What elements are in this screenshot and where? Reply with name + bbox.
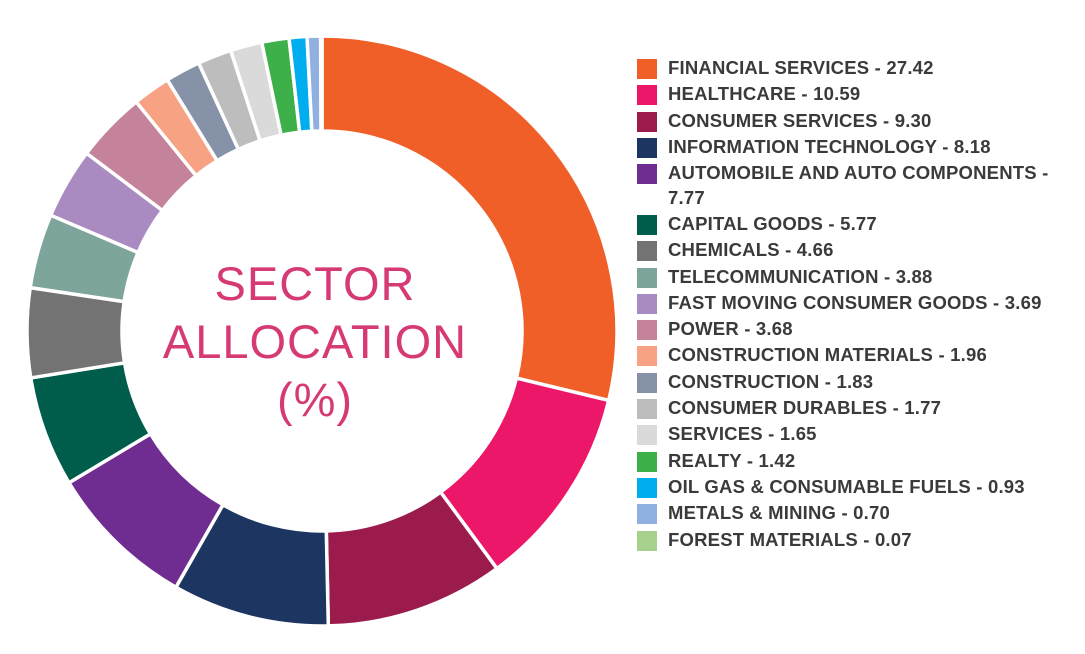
legend-label: CAPITAL GOODS - 5.77 (668, 212, 877, 234)
legend-swatch (637, 530, 657, 551)
legend-swatch (637, 477, 657, 498)
legend-item: CONSTRUCTION MATERIALS - 1.96 (637, 343, 1077, 368)
legend-item: POWER - 3.68 (637, 317, 1077, 342)
legend-item: CONSTRUCTION - 1.83 (637, 370, 1077, 395)
legend-item: SERVICES - 1.65 (637, 422, 1077, 447)
legend-swatch (637, 214, 657, 235)
legend-label: TELECOMMUNICATION - 3.88 (668, 265, 933, 287)
legend-item: FOREST MATERIALS - 0.07 (637, 528, 1077, 553)
legend-item: FAST MOVING CONSUMER GOODS - 3.69 (637, 291, 1077, 316)
legend-label: CONSTRUCTION - 1.83 (668, 370, 874, 392)
legend-label: OIL GAS & CONSUMABLE FUELS - 0.93 (668, 475, 1025, 497)
legend-item: AUTOMOBILE AND AUTO COMPONENTS - 7.77 (637, 161, 1077, 210)
legend-swatch (637, 164, 657, 185)
legend-item: CONSUMER SERVICES - 9.30 (637, 109, 1077, 134)
legend-swatch (637, 504, 657, 525)
legend-label: CONSTRUCTION MATERIALS - 1.96 (668, 344, 987, 366)
legend-swatch (637, 59, 657, 79)
legend-label: METALS & MINING - 0.70 (668, 502, 890, 524)
legend-label: FOREST MATERIALS - 0.07 (668, 528, 912, 550)
legend-swatch (637, 399, 657, 420)
legend-swatch (637, 85, 657, 106)
legend-item: INFORMATION TECHNOLOGY - 8.18 (637, 135, 1077, 160)
legend-label: SERVICES - 1.65 (668, 423, 817, 445)
chart-title: SECTOR ALLOCATION (%) (115, 255, 515, 429)
legend-label: POWER - 3.68 (668, 318, 793, 340)
chart-title-line-3: (%) (276, 373, 354, 426)
legend-item: METALS & MINING - 0.70 (637, 501, 1077, 526)
legend-item: CHEMICALS - 4.66 (637, 238, 1077, 263)
legend-item: FINANCIAL SERVICES - 27.42 (637, 56, 1077, 81)
legend-swatch (637, 372, 657, 393)
legend-swatch (637, 425, 657, 446)
legend-swatch (637, 111, 657, 132)
legend-item: OIL GAS & CONSUMABLE FUELS - 0.93 (637, 475, 1077, 500)
legend-label: CONSUMER DURABLES - 1.77 (668, 397, 942, 419)
legend-label: FAST MOVING CONSUMER GOODS - 3.69 (668, 291, 1042, 313)
legend-swatch (637, 320, 657, 341)
legend-item: TELECOMMUNICATION - 3.88 (637, 265, 1077, 290)
legend-swatch (637, 346, 657, 367)
legend: FINANCIAL SERVICES - 27.42 HEALTHCARE - 1… (637, 56, 1077, 554)
chart-title-line-2: ALLOCATION (162, 315, 468, 368)
legend-item: CONSUMER DURABLES - 1.77 (637, 396, 1077, 421)
legend-item: REALTY - 1.42 (637, 449, 1077, 474)
legend-swatch (637, 241, 657, 262)
donut-chart (25, 34, 619, 628)
legend-item: HEALTHCARE - 10.59 (637, 82, 1077, 107)
legend-label: REALTY - 1.42 (668, 449, 796, 471)
legend-swatch (637, 451, 657, 472)
legend-label: FINANCIAL SERVICES - 27.42 (668, 57, 934, 78)
legend-label: CONSUMER SERVICES - 9.30 (668, 109, 932, 131)
chart-title-line-1: SECTOR (214, 257, 416, 310)
slice-financial-services (320, 34, 619, 403)
legend-label: AUTOMOBILE AND AUTO COMPONENTS - 7.77 (668, 162, 1049, 208)
legend-label: INFORMATION TECHNOLOGY - 8.18 (668, 135, 991, 157)
slice-forest-materials (318, 34, 324, 133)
legend-label: CHEMICALS - 4.66 (668, 239, 834, 261)
legend-swatch (637, 293, 657, 314)
legend-item: CAPITAL GOODS - 5.77 (637, 212, 1077, 237)
legend-swatch (637, 137, 657, 158)
legend-swatch (637, 267, 657, 288)
legend-label: HEALTHCARE - 10.59 (668, 83, 861, 105)
